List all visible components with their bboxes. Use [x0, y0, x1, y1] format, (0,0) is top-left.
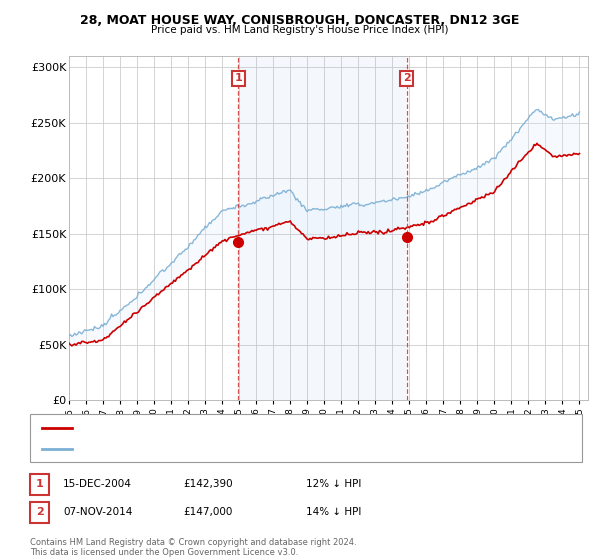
Text: Price paid vs. HM Land Registry's House Price Index (HPI): Price paid vs. HM Land Registry's House …	[151, 25, 449, 35]
Text: 1: 1	[235, 73, 242, 83]
Text: £147,000: £147,000	[183, 507, 232, 517]
Text: 2: 2	[403, 73, 410, 83]
Text: 28, MOAT HOUSE WAY, CONISBROUGH, DONCASTER, DN12 3GE (detached house): 28, MOAT HOUSE WAY, CONISBROUGH, DONCAST…	[78, 423, 479, 433]
Text: Contains HM Land Registry data © Crown copyright and database right 2024.
This d: Contains HM Land Registry data © Crown c…	[30, 538, 356, 557]
Text: 28, MOAT HOUSE WAY, CONISBROUGH, DONCASTER, DN12 3GE: 28, MOAT HOUSE WAY, CONISBROUGH, DONCAST…	[80, 14, 520, 27]
Text: £142,390: £142,390	[183, 479, 233, 489]
Text: 15-DEC-2004: 15-DEC-2004	[63, 479, 132, 489]
Text: 2: 2	[36, 507, 43, 517]
Text: 07-NOV-2014: 07-NOV-2014	[63, 507, 133, 517]
Text: 12% ↓ HPI: 12% ↓ HPI	[306, 479, 361, 489]
Text: 14% ↓ HPI: 14% ↓ HPI	[306, 507, 361, 517]
Text: HPI: Average price, detached house, Doncaster: HPI: Average price, detached house, Donc…	[78, 444, 309, 454]
Text: 1: 1	[36, 479, 43, 489]
